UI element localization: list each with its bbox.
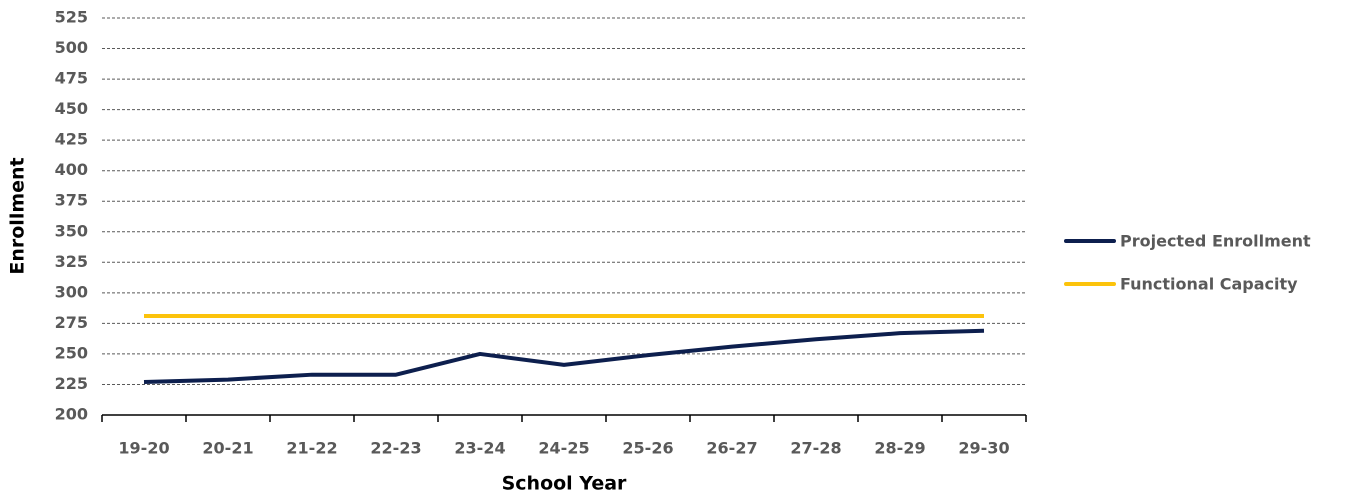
y-tick-label: 300 (55, 282, 88, 301)
y-tick-label: 500 (55, 38, 88, 57)
y-tick-label: 200 (55, 405, 88, 424)
x-tick-label: 25-26 (622, 439, 673, 458)
y-tick-label: 275 (55, 313, 88, 332)
y-tick-label: 425 (55, 130, 88, 149)
x-tick-label: 21-22 (286, 439, 337, 458)
y-tick-label: 250 (55, 343, 88, 362)
x-tick-label: 24-25 (538, 439, 589, 458)
x-axis-title: School Year (502, 473, 627, 495)
line-series (143, 328, 985, 385)
y-tick-label: 450 (55, 99, 88, 118)
x-tick-label: 26-27 (706, 439, 757, 458)
legend-label: Functional Capacity (1120, 275, 1298, 294)
y-tick-label: 225 (55, 374, 88, 393)
y-axis-title: Enrollment (7, 157, 29, 274)
x-tick-label: 27-28 (790, 439, 841, 458)
y-tick-label: 475 (55, 69, 88, 88)
y-tick-label: 350 (55, 221, 88, 240)
y-tick-label: 525 (55, 8, 88, 27)
legend-label: Projected Enrollment (1120, 232, 1311, 251)
x-tick-label: 28-29 (874, 439, 925, 458)
x-tick-label: 19-20 (118, 439, 169, 458)
y-tick-label: 400 (55, 160, 88, 179)
x-tick-label: 23-24 (454, 439, 505, 458)
x-tick-label: 22-23 (370, 439, 421, 458)
x-tick-label: 29-30 (958, 439, 1009, 458)
y-tick-label: 375 (55, 191, 88, 210)
x-tick-label: 20-21 (202, 439, 253, 458)
y-tick-label: 325 (55, 252, 88, 271)
